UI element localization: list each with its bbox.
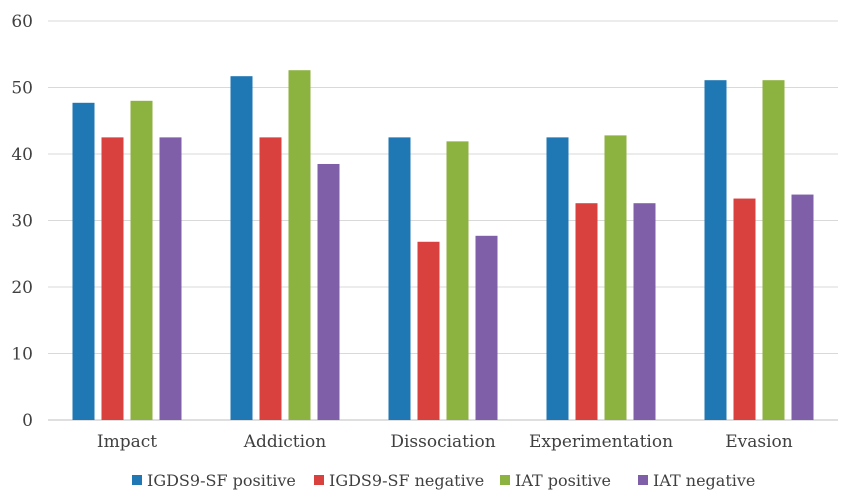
bar-dissociation-igds9-sf-negative: [417, 241, 440, 420]
legend-swatch: [314, 475, 324, 485]
legend-label: IAT positive: [515, 471, 611, 490]
bar-evasion-iat-positive: [762, 80, 785, 420]
legend-swatch: [132, 475, 142, 485]
bars: [72, 70, 814, 421]
bar-experimentation-iat-positive: [604, 135, 627, 420]
bar-dissociation-iat-negative: [475, 235, 498, 420]
bar-addiction-iat-negative: [317, 163, 340, 420]
bar-dissociation-iat-positive: [446, 141, 469, 421]
bar-dissociation-igds9-sf-positive: [388, 137, 411, 420]
legend-item: IGDS9-SF negative: [314, 471, 484, 490]
y-tick-label: 20: [11, 278, 33, 298]
y-tick-label: 50: [11, 79, 33, 99]
legend-item: IAT positive: [500, 471, 611, 490]
bar-addiction-igds9-sf-positive: [230, 76, 253, 420]
legend-label: IAT negative: [653, 471, 755, 490]
x-axis-ticks: Impact Addiction Dissociation Experimentati…: [97, 432, 793, 452]
bar-evasion-igds9-sf-negative: [733, 198, 756, 420]
x-tick-label: Addiction: [243, 432, 327, 452]
bar-impact-igds9-sf-positive: [72, 102, 95, 421]
bar-addiction-igds9-sf-negative: [259, 137, 282, 420]
bar-experimentation-igds9-sf-positive: [546, 137, 569, 420]
y-tick-label: 10: [11, 345, 33, 365]
bar-impact-iat-positive: [130, 100, 153, 421]
legend-label: IGDS9-SF positive: [147, 471, 296, 490]
x-tick-label: Evasion: [725, 432, 793, 452]
y-tick-label: 30: [11, 212, 33, 232]
legend-item: IGDS9-SF positive: [132, 471, 296, 490]
x-tick-label: Impact: [97, 432, 157, 452]
y-tick-label: 40: [11, 145, 33, 165]
legend: IGDS9-SF positive IGDS9-SF negative IAT po…: [132, 471, 755, 490]
legend-swatch: [638, 475, 648, 485]
x-tick-label: Dissociation: [390, 432, 495, 452]
bar-addiction-iat-positive: [288, 70, 311, 421]
bar-impact-igds9-sf-negative: [101, 137, 124, 420]
bar-experimentation-iat-negative: [633, 203, 656, 420]
legend-label: IGDS9-SF negative: [329, 471, 484, 490]
bar-impact-iat-negative: [159, 137, 182, 420]
bar-experimentation-igds9-sf-negative: [575, 203, 598, 420]
x-tick-label: Experimentation: [529, 432, 673, 452]
legend-swatch: [500, 475, 510, 485]
y-tick-label: 0: [22, 411, 33, 431]
legend-item: IAT negative: [638, 471, 755, 490]
y-axis-ticks: 0 10 20 30 40 50 60: [11, 12, 33, 431]
y-tick-label: 60: [11, 12, 33, 32]
bar-evasion-igds9-sf-positive: [704, 80, 727, 420]
bar-evasion-iat-negative: [791, 194, 814, 420]
